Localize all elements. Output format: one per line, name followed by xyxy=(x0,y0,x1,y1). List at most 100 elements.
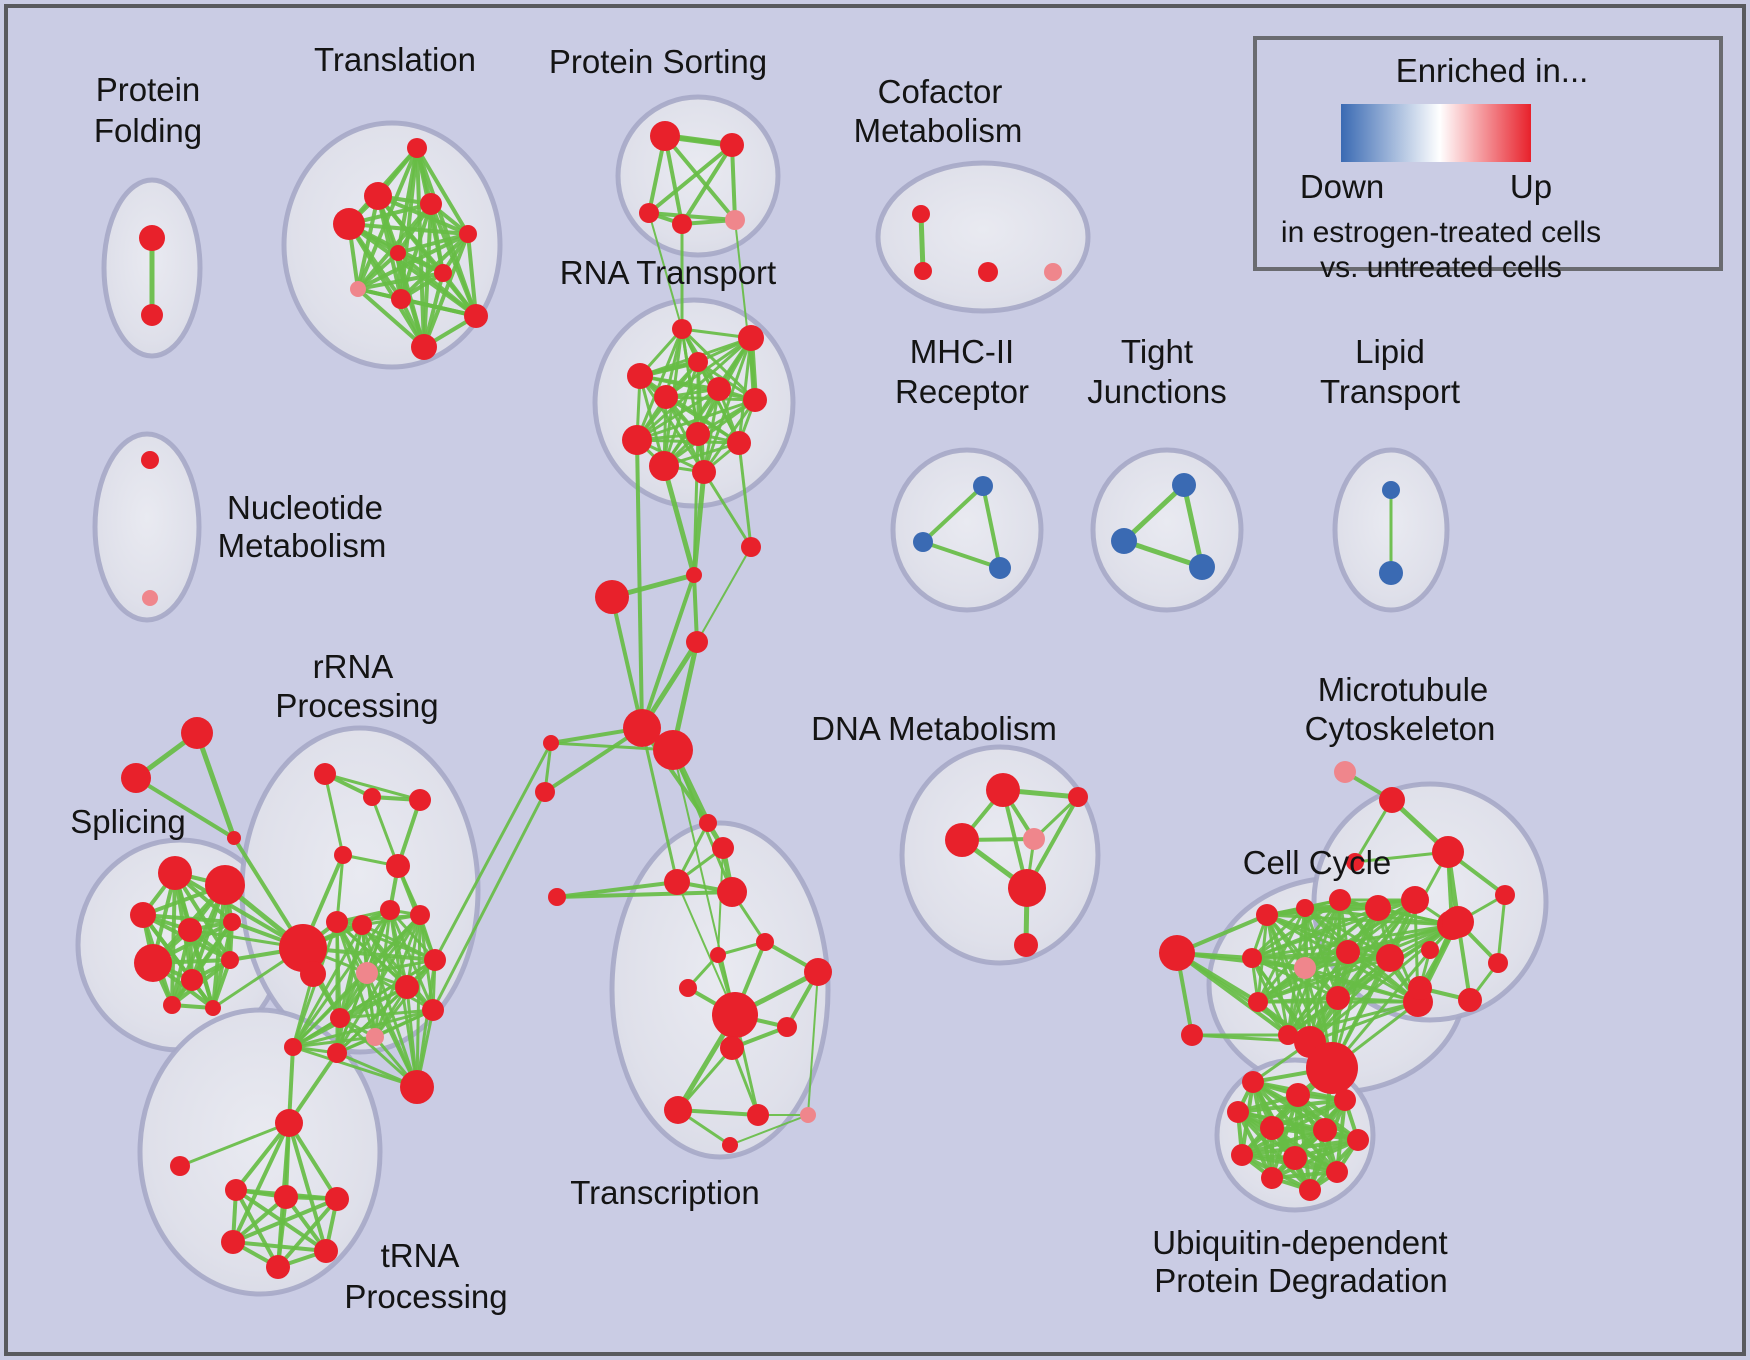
gene-set-node-tr7 xyxy=(710,947,726,963)
edge-sp2-sp10 xyxy=(211,884,227,1009)
gene-set-node-t8 xyxy=(350,281,366,297)
gene-set-node-r11 xyxy=(395,975,419,999)
gene-set-node-u9 xyxy=(1283,1146,1307,1170)
cluster-label-microtubule-cytoskeleton-line1: Microtubule xyxy=(1318,671,1489,708)
gene-set-node-mt8 xyxy=(1488,953,1508,973)
gene-set-node-c9 xyxy=(1294,957,1316,979)
gene-set-node-mt5 xyxy=(1495,885,1515,905)
gene-set-node-c10 xyxy=(1242,948,1262,968)
edge-r15-r17 xyxy=(292,1035,376,1049)
gene-set-node-sp10 xyxy=(205,1000,221,1016)
gene-set-node-ps5 xyxy=(725,210,745,230)
gene-set-node-mt4 xyxy=(1346,853,1364,871)
gene-set-node-rt3 xyxy=(627,363,653,389)
cluster-label-tight-junctions-line2: Junctions xyxy=(1087,373,1226,410)
edge-t8-t11 xyxy=(356,287,426,349)
edge-rt2-rt12 xyxy=(702,337,753,473)
gene-set-node-r17 xyxy=(284,1038,302,1056)
gene-set-node-r2 xyxy=(363,788,381,806)
legend-up-label: Up xyxy=(1509,168,1553,205)
legend-title: Enriched in... xyxy=(1395,52,1589,89)
gene-set-node-tr5 xyxy=(548,888,566,906)
legend-caption-line1: in estrogen-treated cells xyxy=(1280,216,1602,249)
edge-tj2-tj3 xyxy=(1123,538,1203,570)
gene-set-node-pf1 xyxy=(139,225,165,251)
gene-set-node-tj1 xyxy=(1172,473,1196,497)
gene-set-node-u8 xyxy=(1231,1144,1253,1166)
gene-set-node-u6 xyxy=(1313,1118,1337,1142)
edge-c15-c17 xyxy=(1309,1000,1419,1044)
gene-set-node-tr13 xyxy=(664,1096,692,1124)
edge-rt4-rt10 xyxy=(696,361,741,444)
gene-set-node-tn1 xyxy=(275,1109,303,1137)
gene-set-node-rt2 xyxy=(738,325,764,351)
gene-set-node-r14 xyxy=(330,1008,350,1028)
gene-set-node-rt11 xyxy=(649,451,679,481)
cluster-label-protein-sorting: Protein Sorting xyxy=(549,43,767,80)
gene-set-node-u4 xyxy=(1227,1101,1249,1123)
cluster-label-rna-transport: RNA Transport xyxy=(560,254,776,291)
edge-ps2-ps5 xyxy=(730,144,737,221)
edge-tj1-tj2 xyxy=(1122,483,1186,543)
gene-set-node-tr11 xyxy=(777,1017,797,1037)
gene-set-node-sp4 xyxy=(178,918,202,942)
edge-t7-t8 xyxy=(357,271,444,291)
gene-set-node-tn6 xyxy=(221,1230,245,1254)
gene-set-node-u7 xyxy=(1347,1129,1369,1151)
gene-set-node-r5 xyxy=(386,854,410,878)
gene-set-node-rt4 xyxy=(688,352,708,372)
gene-set-node-t3 xyxy=(420,193,442,215)
edge-c11-c16 xyxy=(1286,951,1350,1036)
edge-r14-r18 xyxy=(338,1016,419,1089)
gene-set-node-tn7 xyxy=(314,1239,338,1263)
edge-m1-m4 xyxy=(640,574,696,729)
cluster-ellipse-dna-metabolism xyxy=(899,744,1101,966)
cluster-label-rrna-processing-line2: Processing xyxy=(275,687,438,724)
gene-set-node-r1 xyxy=(314,763,336,785)
edge-t5-t10 xyxy=(466,233,478,317)
gene-set-node-cf1 xyxy=(912,205,930,223)
edge-tr2-tr10 xyxy=(676,881,736,1016)
gene-set-node-sp7 xyxy=(181,969,203,991)
edge-r9-r16 xyxy=(335,914,422,1054)
gene-set-node-t6 xyxy=(390,245,406,261)
edge-rt6-rt7 xyxy=(665,395,756,402)
gene-set-node-mt3 xyxy=(1432,836,1464,868)
edge-m7-m4 xyxy=(543,726,644,794)
gene-set-node-u3 xyxy=(1334,1089,1356,1111)
edge-c12-c13 xyxy=(1257,956,1391,1004)
edge-tn1-tn3 xyxy=(234,1121,291,1192)
gene-set-node-tn8 xyxy=(266,1255,290,1279)
edge-ps3-ps5 xyxy=(648,211,736,222)
edge-cf1-cf2 xyxy=(918,213,926,272)
gene-set-node-c4 xyxy=(1296,899,1314,917)
edge-tn6-tn7 xyxy=(232,1240,327,1253)
legend-gradient-bar xyxy=(1341,104,1531,162)
legend-box: Enriched in... Down Up in estrogen-treat… xyxy=(1253,36,1723,284)
edge-rt7-rt9 xyxy=(636,398,756,442)
gene-set-node-c2 xyxy=(1181,1024,1203,1046)
gene-set-node-sp2 xyxy=(205,865,245,905)
edge-rt2-rt10 xyxy=(737,337,753,444)
gene-set-node-t5 xyxy=(459,225,477,243)
gene-set-node-c14 xyxy=(1326,986,1350,1010)
gene-set-node-ps3 xyxy=(639,203,659,223)
gene-set-node-m0 xyxy=(741,537,761,557)
gene-set-node-n2 xyxy=(142,590,158,606)
edge-tn1-tn2 xyxy=(179,1121,290,1168)
cluster-label-translation: Translation xyxy=(314,41,476,78)
gene-set-node-tr9 xyxy=(679,979,697,997)
edge-m0-m3 xyxy=(696,546,752,643)
cluster-label-mhc-ii-receptor-line2: Receptor xyxy=(895,373,1029,410)
gene-set-node-lt1 xyxy=(1382,481,1400,499)
edge-c3-c12 xyxy=(1266,913,1391,960)
cluster-label-nucleotide-metabolism-line2: Metabolism xyxy=(218,527,387,564)
gene-set-node-r15 xyxy=(366,1028,384,1046)
cluster-label-protein-folding-line2: Folding xyxy=(94,112,202,149)
gene-set-node-m1 xyxy=(686,567,702,583)
edge-rt10-m0 xyxy=(737,442,753,548)
gene-set-node-t11 xyxy=(411,334,437,360)
cluster-label-ubiquitin-degradation-line2: Protein Degradation xyxy=(1154,1262,1448,1299)
edge-tn1-tn5 xyxy=(287,1121,339,1201)
